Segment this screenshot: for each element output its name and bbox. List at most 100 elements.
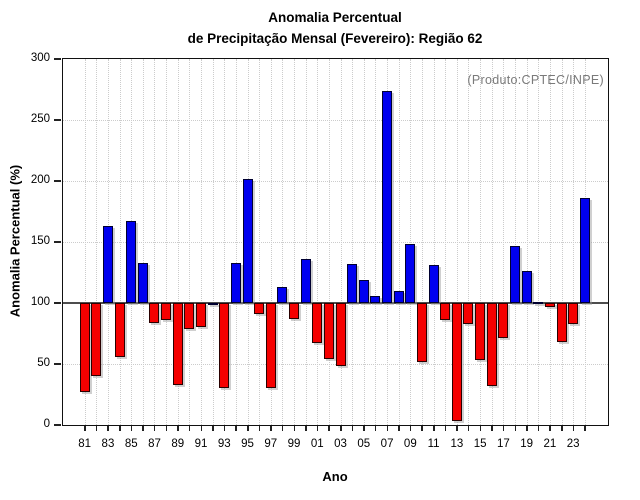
x-tick-label: 11 — [427, 438, 440, 450]
x-tick — [467, 426, 470, 431]
x-tick — [572, 426, 575, 431]
bar-year-93 — [219, 303, 230, 389]
x-tick — [386, 426, 389, 431]
bar-year-01 — [312, 303, 323, 344]
x-tick — [537, 426, 540, 431]
baseline-100pct — [63, 302, 608, 304]
y-tick-label: 50 — [37, 357, 50, 369]
bar-year-90 — [184, 303, 195, 329]
x-tick — [212, 426, 214, 431]
y-tick — [54, 119, 61, 121]
bar-year-83 — [102, 226, 113, 303]
x-tick — [235, 426, 237, 431]
bar-year-08 — [393, 290, 404, 303]
x-tick — [258, 426, 261, 431]
x-tick — [421, 426, 423, 431]
x-tick — [177, 426, 179, 431]
x-tick — [188, 426, 191, 431]
bar-year-94 — [230, 262, 241, 303]
bar-year-86 — [137, 262, 148, 303]
x-tick-label: 17 — [496, 438, 510, 450]
bar-year-85 — [126, 221, 137, 303]
x-tick — [561, 426, 563, 431]
x-tick — [316, 426, 319, 431]
bar-year-09 — [405, 244, 416, 303]
y-tick — [54, 180, 61, 182]
chart-title-line1: Anomalia Percentual — [268, 10, 402, 25]
x-tick — [526, 426, 528, 431]
gridline-horizontal — [63, 181, 608, 182]
x-tick — [130, 426, 133, 431]
x-tick-label: 85 — [124, 438, 138, 450]
x-tick-label: 03 — [334, 438, 347, 450]
y-tick-label: 100 — [30, 296, 50, 308]
bar-year-96 — [254, 303, 265, 314]
x-tick — [398, 426, 400, 431]
chart-title-line2: de Precipitação Mensal (Fevereiro): Regi… — [187, 31, 483, 46]
x-tick — [409, 426, 412, 431]
x-tick — [95, 426, 98, 431]
bar-year-12 — [440, 303, 451, 321]
credit-annotation: (Produto:CPTEC/INPE) — [467, 73, 604, 87]
y-tick-label: 150 — [30, 235, 50, 247]
x-tick — [200, 426, 202, 431]
bar-year-22 — [556, 303, 567, 343]
x-tick-label: 99 — [287, 438, 301, 450]
x-tick — [293, 426, 296, 431]
x-tick-label: 23 — [566, 438, 580, 450]
x-tick — [119, 426, 121, 431]
bar-year-19 — [521, 271, 532, 303]
x-tick-label: 97 — [264, 438, 278, 450]
bar-year-11 — [428, 265, 439, 303]
bar-year-18 — [510, 245, 520, 303]
bar-year-92 — [207, 303, 218, 305]
x-tick — [270, 426, 272, 431]
y-tick-label: 0 — [43, 418, 50, 430]
bar-year-87 — [149, 303, 160, 323]
x-tick-label: 01 — [310, 438, 324, 450]
bar-year-04 — [347, 263, 358, 303]
x-tick-label: 89 — [171, 438, 185, 450]
x-tick — [549, 426, 551, 431]
x-tick — [340, 426, 342, 431]
x-tick — [491, 426, 493, 431]
x-tick-label: 95 — [241, 438, 254, 450]
y-tick-label: 200 — [30, 174, 50, 186]
bar-year-97 — [265, 303, 276, 389]
bar-year-98 — [277, 287, 288, 303]
x-tick — [153, 426, 156, 431]
x-tick — [142, 426, 144, 431]
bar-year-06 — [370, 295, 381, 303]
x-tick-label: 93 — [217, 438, 231, 450]
bar-year-17 — [498, 303, 509, 339]
x-axis-title: Ano — [322, 469, 348, 484]
bar-year-99 — [289, 303, 300, 319]
x-tick — [281, 426, 284, 431]
bar-year-82 — [91, 303, 102, 377]
bar-year-02 — [323, 303, 334, 360]
x-tick-label: 15 — [473, 438, 487, 450]
x-tick — [107, 426, 109, 431]
y-tick — [54, 302, 61, 304]
bar-year-20 — [533, 301, 544, 304]
x-tick — [328, 426, 330, 431]
bar-year-95 — [242, 178, 253, 303]
bar-year-15 — [475, 303, 486, 361]
x-tick-label: 13 — [450, 438, 464, 450]
bar-year-07 — [382, 90, 393, 303]
x-tick-label: 21 — [543, 438, 557, 450]
x-tick — [363, 426, 365, 431]
x-tick-label: 91 — [194, 438, 208, 450]
y-tick — [54, 363, 61, 365]
x-tick — [433, 426, 435, 431]
bar-year-10 — [416, 303, 427, 362]
bar-year-23 — [568, 303, 579, 324]
bar-year-00 — [300, 259, 311, 303]
gridline-horizontal — [63, 120, 608, 121]
y-tick — [54, 58, 61, 60]
bar-year-21 — [544, 303, 555, 307]
x-tick — [584, 426, 586, 431]
bar-year-03 — [335, 303, 346, 367]
bar-year-24 — [579, 198, 590, 303]
